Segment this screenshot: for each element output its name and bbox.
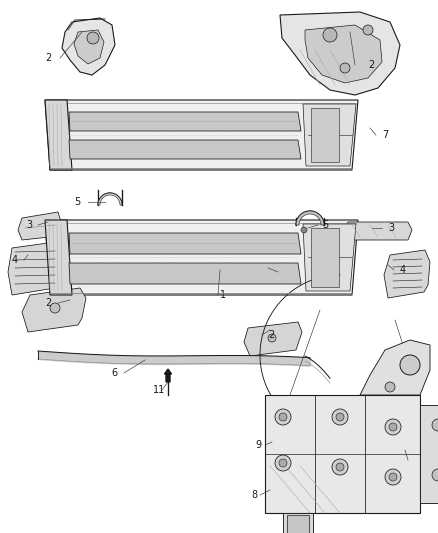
Polygon shape (18, 212, 62, 240)
Polygon shape (344, 222, 412, 240)
Circle shape (275, 455, 291, 471)
Circle shape (389, 423, 397, 431)
Circle shape (279, 413, 287, 421)
Text: 10: 10 (413, 455, 425, 465)
Polygon shape (69, 233, 301, 254)
Polygon shape (305, 25, 382, 83)
Polygon shape (280, 12, 400, 95)
Circle shape (279, 459, 287, 467)
Text: 8: 8 (252, 490, 258, 500)
Circle shape (432, 469, 438, 481)
Circle shape (332, 409, 348, 425)
Circle shape (268, 334, 276, 342)
Polygon shape (69, 140, 301, 159)
Polygon shape (45, 100, 358, 170)
Circle shape (432, 419, 438, 431)
Bar (311, 228, 339, 287)
Polygon shape (296, 211, 324, 225)
Text: 2: 2 (46, 298, 52, 308)
Text: 3: 3 (388, 223, 394, 233)
Text: 11: 11 (153, 385, 165, 395)
Polygon shape (69, 263, 301, 284)
Circle shape (332, 459, 348, 475)
Polygon shape (303, 224, 356, 291)
Bar (265, 395, 420, 513)
Polygon shape (45, 100, 72, 170)
Polygon shape (45, 220, 72, 295)
Polygon shape (384, 250, 430, 298)
Text: 5: 5 (74, 197, 80, 207)
Text: 2: 2 (368, 60, 374, 70)
Text: 7: 7 (382, 130, 388, 140)
Bar (287, 515, 309, 533)
Circle shape (363, 25, 373, 35)
Text: 1: 1 (220, 290, 226, 300)
Circle shape (301, 227, 307, 233)
Text: 4: 4 (400, 265, 406, 275)
Polygon shape (98, 193, 122, 205)
Circle shape (275, 409, 291, 425)
Circle shape (385, 382, 395, 392)
Text: 5: 5 (322, 220, 328, 230)
Polygon shape (22, 288, 86, 332)
Text: 9: 9 (256, 440, 262, 450)
Text: 3: 3 (26, 220, 32, 230)
Text: 2: 2 (46, 53, 52, 63)
Polygon shape (283, 513, 313, 533)
Polygon shape (303, 104, 356, 166)
Circle shape (385, 469, 401, 485)
Polygon shape (62, 18, 115, 75)
Circle shape (336, 463, 344, 471)
Text: 7: 7 (270, 263, 276, 273)
Circle shape (340, 63, 350, 73)
Text: 2: 2 (268, 330, 274, 340)
Polygon shape (45, 220, 358, 295)
Polygon shape (420, 405, 438, 503)
Polygon shape (360, 340, 430, 395)
Circle shape (389, 473, 397, 481)
Text: 4: 4 (12, 255, 18, 265)
Text: 6: 6 (112, 368, 118, 378)
FancyArrow shape (165, 369, 172, 382)
Bar (311, 108, 339, 162)
Circle shape (87, 32, 99, 44)
Polygon shape (8, 242, 60, 295)
Polygon shape (69, 112, 301, 131)
Circle shape (400, 355, 420, 375)
Circle shape (323, 28, 337, 42)
Circle shape (336, 413, 344, 421)
Polygon shape (74, 30, 104, 64)
Polygon shape (244, 322, 302, 356)
Circle shape (385, 419, 401, 435)
Circle shape (50, 303, 60, 313)
